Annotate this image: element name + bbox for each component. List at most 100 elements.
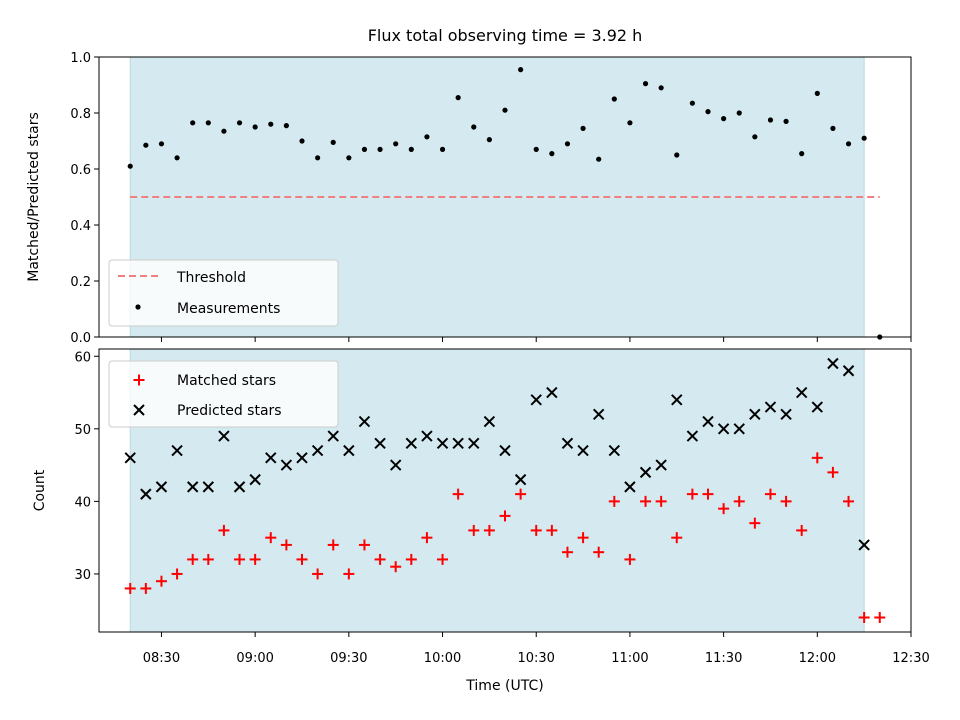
predicted-star-point: [499, 444, 511, 457]
matched-star-point: [640, 495, 652, 507]
measurement-point: [174, 155, 180, 161]
predicted-star-point-b: [327, 430, 339, 442]
predicted-star-point: [155, 481, 168, 493]
predicted-star-point: [639, 466, 652, 479]
predicted-star-point: [764, 401, 777, 413]
matched-star-point: [843, 495, 855, 507]
predicted-star-point-b: [655, 459, 667, 471]
measurement-point: [518, 67, 524, 73]
matched-star-point: [499, 510, 511, 522]
measurement-point: [127, 163, 133, 169]
predicted-star-point: [514, 473, 527, 486]
predicted-star-point-b: [405, 437, 418, 450]
measurement-point: [596, 156, 602, 162]
measurement-point: [674, 152, 680, 158]
measurement-point: [486, 137, 492, 143]
ratio-y-axis-label: Matched/Predicted stars: [26, 112, 42, 282]
predicted-star-point-b: [749, 408, 761, 421]
matched-star-point: [686, 488, 698, 500]
matched-star-point: [874, 611, 886, 623]
predicted-star-point: [749, 408, 761, 421]
measurement-point: [439, 146, 446, 152]
predicted-star-point: [577, 444, 589, 457]
predicted-star-point: [624, 481, 636, 493]
predicted-star-point-b: [764, 401, 777, 413]
matched-star-point: [280, 539, 292, 551]
matched-star-point: [155, 575, 167, 587]
predicted-star-point: [530, 394, 542, 406]
measurement-point: [315, 155, 321, 161]
matched-star-point: [577, 532, 589, 544]
matched-star-point: [827, 466, 839, 478]
predicted-star-point: [124, 452, 136, 464]
predicted-star-point: [733, 423, 745, 435]
predicted-star-point-b: [483, 415, 496, 428]
predicted-star-point-b: [374, 437, 386, 450]
ratio-y-tick-label: 0.8: [70, 107, 91, 122]
x-tick-label: 11:00: [611, 651, 648, 666]
predicted-star-point-b: [733, 423, 745, 435]
matched-star-point: [593, 546, 605, 558]
predicted-star-point: [327, 430, 339, 442]
measurement-point: [158, 141, 165, 147]
predicted-star-point: [171, 444, 183, 457]
predicted-star-point: [858, 539, 870, 551]
legend-predicted-label: Predicted stars: [177, 403, 282, 419]
predicted-star-point-b: [686, 430, 699, 442]
predicted-star-point-b: [421, 430, 433, 442]
count-y-tick-label: 30: [74, 568, 91, 583]
measurement-point: [190, 120, 196, 126]
measurement-point: [752, 134, 758, 140]
legend-matched-label: Matched stars: [177, 373, 276, 389]
count-y-axis-label: Count: [32, 469, 48, 511]
measurement-point: [861, 135, 867, 141]
predicted-star-point: [218, 430, 230, 442]
ratio-plot-frame: [98, 56, 912, 338]
measurement-point: [627, 120, 633, 126]
legend-matched-swatch: [133, 374, 145, 386]
ratio-legend-box: [108, 259, 339, 327]
matched-star-point: [764, 488, 776, 500]
predicted-star-point-b: [436, 437, 449, 450]
predicted-star-point: [358, 415, 371, 428]
legend-threshold-label: Threshold: [176, 270, 246, 286]
predicted-star-point-b: [811, 401, 824, 413]
measurement-point: [471, 124, 477, 130]
predicted-star-point-b: [296, 452, 308, 464]
ratio-y-tick-label: 0.2: [70, 275, 91, 290]
predicted-star-point-b: [140, 488, 152, 500]
legend-measurements-swatch: [135, 304, 141, 310]
measurement-point: [377, 146, 383, 152]
matched-star-point: [390, 561, 402, 573]
matched-star-point: [374, 553, 386, 565]
predicted-star-point-b: [592, 408, 605, 421]
predicted-star-point: [827, 357, 839, 370]
measurement-point: [424, 134, 430, 140]
matched-star-point: [171, 568, 183, 580]
measurement-point: [408, 146, 414, 152]
matched-star-point: [796, 524, 808, 536]
measurement-point: [346, 155, 352, 161]
matched-star-point: [187, 553, 199, 565]
matched-star-point: [811, 452, 823, 464]
legend-x-marker: [133, 404, 145, 416]
predicted-star-point: [389, 459, 402, 471]
predicted-star-point: [780, 408, 792, 421]
ratio-y-tick-label: 1.0: [70, 51, 91, 66]
predicted-star-point-b: [233, 481, 246, 493]
matched-star-point: [343, 568, 355, 580]
predicted-star-point-b: [514, 473, 527, 486]
matched-star-point: [608, 495, 620, 507]
measurement-point: [767, 117, 774, 123]
ratio-panel: 0.0 0.2 0.4 0.6 0.8 1.0 Flux total observing …: [26, 26, 912, 346]
predicted-star-point: [452, 437, 464, 450]
predicted-star-point-b: [608, 444, 621, 457]
predicted-star-point: [608, 444, 621, 457]
predicted-star-point-b: [358, 415, 371, 428]
measurement-point: [642, 81, 649, 87]
predicted-star-point: [686, 430, 699, 442]
measurement-point: [611, 96, 617, 102]
predicted-star-point: [671, 394, 683, 406]
matched-star-point: [515, 488, 527, 500]
